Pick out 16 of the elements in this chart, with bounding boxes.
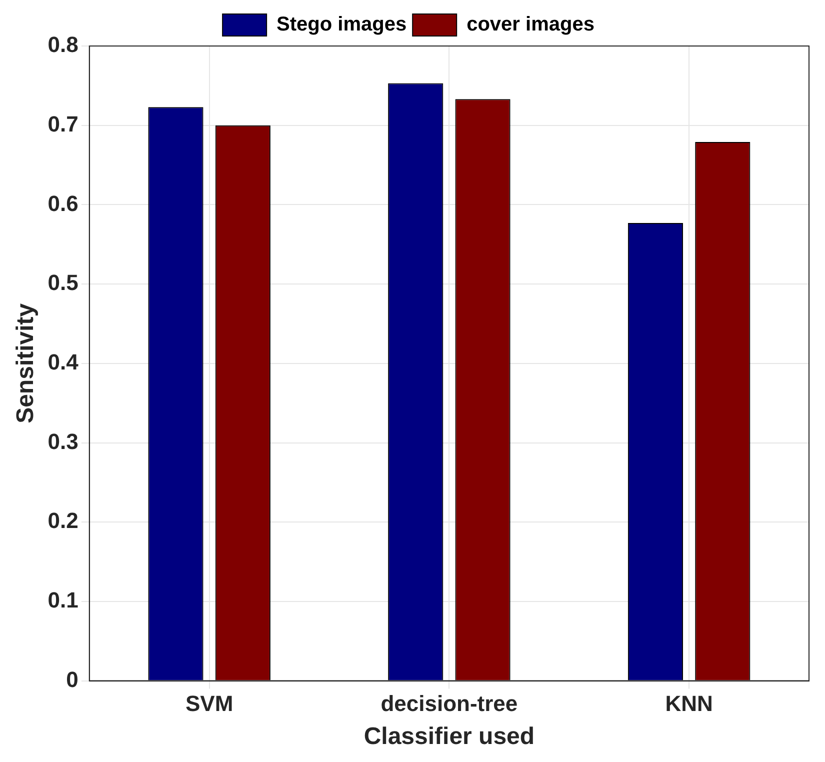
legend-label: cover images bbox=[466, 14, 594, 36]
y-tick-label: 0.4 bbox=[48, 349, 80, 374]
y-tick-label: 0.2 bbox=[48, 508, 78, 534]
y-tick-label: 0.1 bbox=[48, 588, 78, 613]
x-tick-label: decision-tree bbox=[380, 691, 518, 716]
legend-label: Stego images bbox=[276, 14, 407, 36]
x-tick-label: SVM bbox=[185, 691, 234, 716]
y-axis-title: Sensitivity bbox=[12, 302, 40, 424]
y-tick-label: 0.8 bbox=[48, 32, 78, 58]
y-tick-label: 0 bbox=[66, 666, 78, 692]
y-tick-label: 0.6 bbox=[48, 190, 78, 216]
x-axis-title: Classifier used bbox=[364, 723, 535, 750]
y-tick-label: 0.3 bbox=[48, 428, 78, 454]
y-tick-label: 0.5 bbox=[48, 270, 78, 296]
x-tick-label: KNN bbox=[665, 691, 713, 716]
y-tick-label: 0.7 bbox=[48, 111, 78, 136]
